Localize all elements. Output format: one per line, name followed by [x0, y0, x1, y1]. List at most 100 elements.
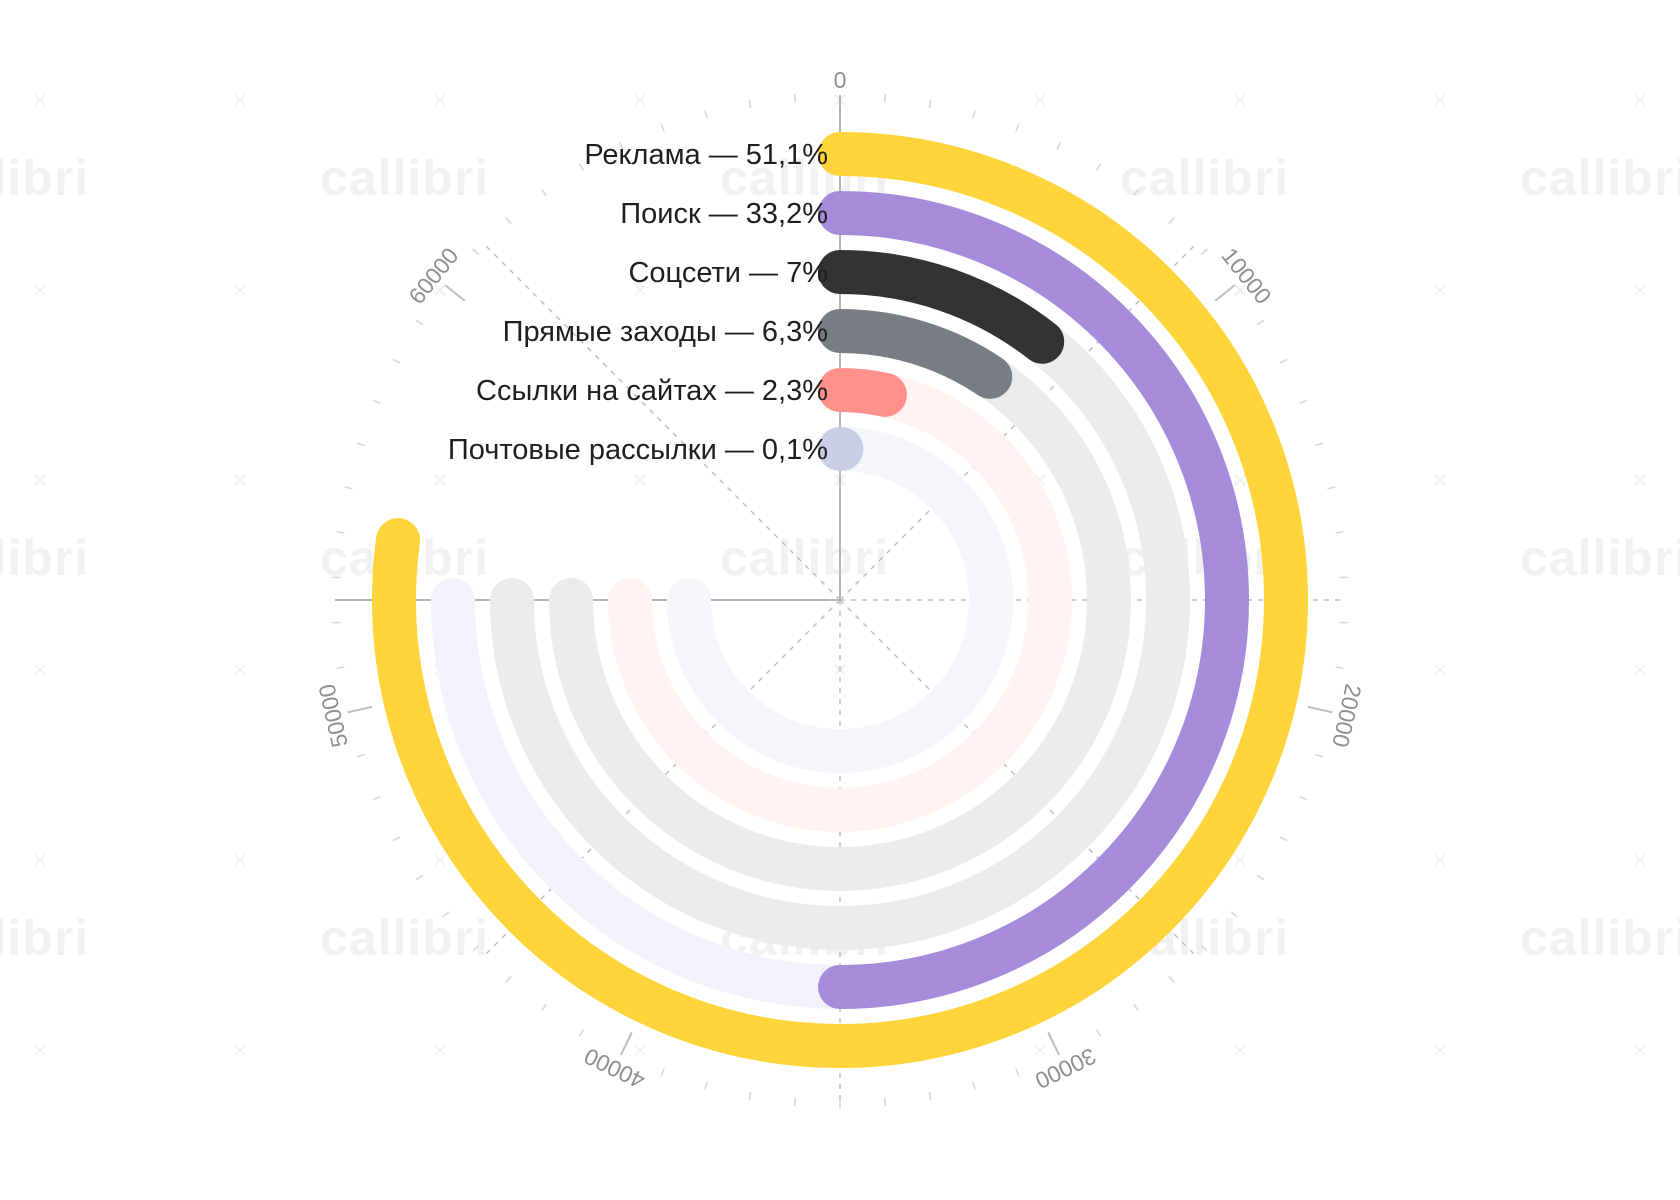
watermark-mark — [1434, 94, 1446, 106]
legend-labels: Реклама — 51,1% Поиск — 33,2% Соцсети — 7%… — [448, 139, 828, 466]
minor-tick — [372, 795, 381, 801]
watermark-mark — [434, 854, 446, 866]
watermark-mark — [234, 474, 246, 486]
minor-tick — [372, 399, 381, 405]
watermark-mark — [234, 664, 246, 676]
tick-label: 0 — [834, 67, 847, 93]
major-tick — [1047, 1032, 1061, 1056]
minor-tick — [472, 248, 480, 256]
minor-tick — [793, 93, 796, 103]
watermark-mark — [1634, 1044, 1646, 1056]
watermark-mark — [34, 474, 46, 486]
watermark-text: callibri — [0, 150, 89, 206]
minor-tick — [972, 110, 976, 119]
series-label: Соцсети — 7% — [628, 257, 828, 289]
minor-tick — [472, 944, 480, 952]
minor-tick — [578, 163, 585, 172]
grid-lines — [335, 95, 1345, 1105]
tick-label: 60000 — [403, 243, 463, 309]
series-bars — [372, 132, 1308, 1068]
minor-tick — [415, 874, 424, 881]
watermark-mark — [1634, 854, 1646, 866]
watermark-mark — [234, 1044, 246, 1056]
minor-tick — [928, 1091, 932, 1100]
watermark-text: callibri — [0, 530, 89, 586]
watermark-mark — [1234, 284, 1246, 296]
minor-tick — [1133, 1004, 1140, 1012]
minor-tick — [1056, 141, 1062, 150]
minor-tick — [442, 911, 450, 918]
track-5 — [608, 368, 1072, 832]
watermark-mark — [1634, 474, 1646, 486]
bar-5 — [818, 368, 907, 417]
watermark-text: callibri — [1520, 150, 1680, 206]
tick-label: 20000 — [1327, 682, 1367, 750]
minor-tick — [1335, 666, 1344, 669]
minor-tick — [540, 188, 547, 196]
watermark-mark — [1434, 854, 1446, 866]
track-3 — [490, 250, 1190, 950]
minor-tick — [704, 110, 708, 119]
minor-tick — [344, 486, 353, 490]
minor-tick — [356, 753, 365, 758]
minor-tick — [540, 1004, 547, 1012]
watermark-mark — [234, 284, 246, 296]
watermark-text: callibri — [1520, 910, 1680, 966]
minor-tick — [1095, 1028, 1102, 1037]
minor-tick — [1014, 124, 1020, 133]
watermark-text: callibri — [720, 530, 889, 586]
minor-tick — [704, 1081, 708, 1090]
watermark-text: callibri — [320, 150, 489, 206]
watermark-mark — [34, 284, 46, 296]
watermark-mark — [1634, 664, 1646, 676]
watermark-mark — [34, 1044, 46, 1056]
series-label: Почтовые рассылки — 0,1% — [448, 434, 828, 466]
series-label: Ссылки на сайтах — 2,3% — [476, 375, 828, 407]
watermark-mark — [1434, 664, 1446, 676]
watermark-mark — [1034, 94, 1046, 106]
watermark-mark — [1634, 94, 1646, 106]
minor-tick — [793, 1097, 796, 1107]
minor-tick — [1133, 188, 1140, 196]
watermark-mark — [1234, 94, 1246, 106]
minor-tick — [505, 976, 512, 984]
watermark-mark — [1434, 1044, 1446, 1056]
minor-tick — [392, 836, 401, 842]
minor-tick — [1335, 531, 1344, 534]
diagonal-grid-line — [482, 599, 841, 958]
minor-tick — [1279, 836, 1288, 842]
diagonal-grid-line — [839, 599, 1198, 958]
minor-tick — [884, 93, 887, 103]
minor-tick — [928, 100, 932, 109]
watermark-mark — [1234, 854, 1246, 866]
watermark-mark — [34, 94, 46, 106]
minor-tick — [1200, 248, 1208, 256]
minor-tick — [1327, 486, 1336, 490]
bar-3 — [818, 250, 1065, 364]
minor-tick — [972, 1081, 976, 1090]
watermark-mark — [434, 94, 446, 106]
tick-label: 10000 — [1216, 243, 1276, 309]
minor-tick — [1315, 753, 1324, 758]
minor-tick — [1014, 1067, 1020, 1076]
watermark-mark — [1034, 1044, 1046, 1056]
major-tick — [444, 284, 466, 302]
minor-tick — [1315, 442, 1324, 447]
minor-tick — [356, 442, 365, 447]
bar-2 — [818, 191, 1249, 1009]
watermark-mark — [1234, 1044, 1246, 1056]
watermark-mark — [234, 94, 246, 106]
minor-tick — [415, 319, 424, 326]
watermark-mark — [34, 664, 46, 676]
minor-tick — [505, 216, 512, 224]
minor-tick — [1095, 163, 1102, 172]
minor-tick — [1256, 874, 1265, 881]
minor-tick — [1299, 795, 1308, 801]
minor-tick — [336, 531, 345, 534]
major-tick — [347, 705, 373, 714]
diagonal-grid-line — [482, 242, 841, 601]
minor-tick — [1279, 358, 1288, 364]
track-4 — [549, 309, 1131, 891]
minor-tick — [578, 1028, 585, 1037]
